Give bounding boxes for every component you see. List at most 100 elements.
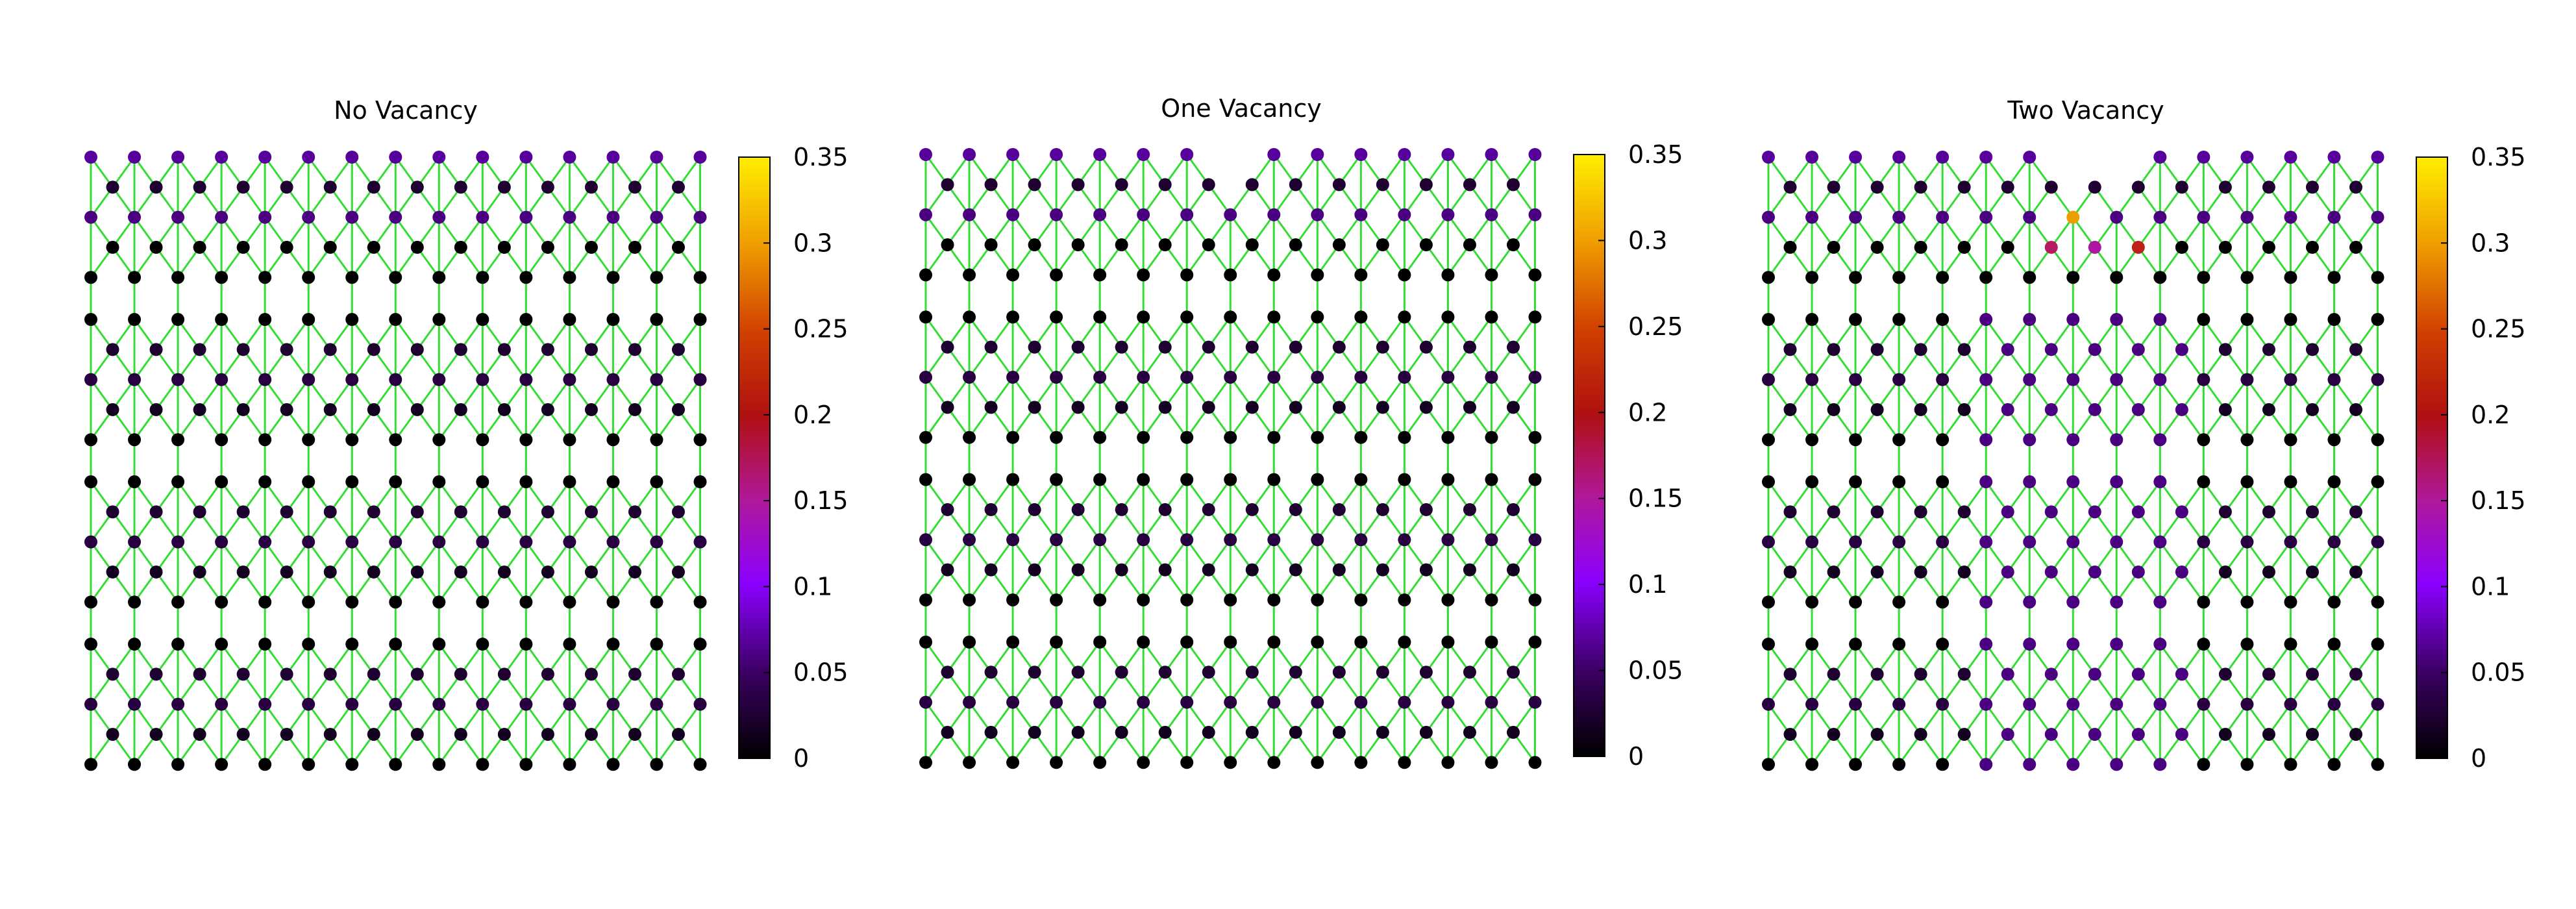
data-point [1332,563,1346,577]
data-point [1979,535,1993,549]
data-point [2066,535,2080,549]
data-point [1441,208,1455,221]
data-point [1419,178,1433,192]
data-point [1463,401,1476,414]
data-point [1006,635,1020,649]
data-point [1441,473,1455,486]
data-point [128,271,142,284]
data-point [2349,403,2362,416]
data-point [1783,505,1797,519]
data-point [389,210,402,224]
data-point [2262,727,2275,741]
data-point [2305,667,2319,681]
data-point [1849,697,1863,711]
data-point [171,758,185,771]
data-point [1398,695,1411,709]
colorbar-tick-label: 0.05 [1628,656,1683,685]
data-point [1914,343,1927,356]
data-point [1849,373,1863,386]
colorbar-tick-label: 0.35 [1628,140,1683,169]
data-point [650,373,663,386]
data-point [149,727,163,741]
data-point [984,178,998,192]
data-point [1224,593,1237,606]
data-point [128,373,142,386]
data-point [2110,313,2124,327]
data-point [1805,151,1819,164]
data-point [2175,240,2188,254]
data-point [1849,151,1863,164]
data-point [1849,535,1863,549]
data-point [106,403,119,416]
data-point [236,667,250,681]
colorbar-tick-label: 0 [1628,742,1644,771]
data-point [236,343,250,356]
data-point [1441,756,1455,769]
data-point [584,727,598,741]
data-point [2262,565,2275,579]
data-point [584,240,598,254]
data-point [236,240,250,254]
data-point [2327,475,2341,489]
data-point [984,238,998,252]
data-point [323,343,337,356]
data-point [1463,340,1476,354]
data-point [1006,268,1020,282]
data-point [1485,430,1498,444]
data-point [323,727,337,741]
data-point [367,727,380,741]
data-point [1289,503,1302,516]
data-point [280,181,293,194]
data-point [1224,473,1237,486]
data-point [2044,240,2058,254]
data-point [410,403,424,416]
data-point [1936,433,1950,447]
data-point [2218,240,2232,254]
data-point [963,370,976,384]
data-point [367,343,380,356]
data-point [1202,178,1215,192]
data-point [519,433,533,447]
data-point [215,151,229,164]
data-point [919,310,932,324]
data-point [171,151,185,164]
data-point [1071,725,1085,739]
colorbar-gradient [738,156,771,759]
data-point [215,475,229,489]
data-point [2284,697,2297,711]
data-point [1311,473,1324,486]
data-point [128,758,142,771]
data-point [2153,535,2167,549]
data-point [345,535,359,549]
data-point [2218,181,2232,194]
data-point [1115,401,1128,414]
data-point [302,758,316,771]
data-point [410,565,424,579]
data-point [215,271,229,284]
data-point [497,343,511,356]
data-point [1849,313,1863,327]
data-point [2371,758,2384,771]
data-point [389,373,402,386]
data-point [280,343,293,356]
data-point [541,667,554,681]
data-point [1006,370,1020,384]
data-point [84,151,97,164]
data-point [2088,565,2101,579]
colorbar-tick-label: 0.3 [793,229,832,257]
data-point [1528,533,1542,547]
data-point [1332,503,1346,516]
data-point [1805,313,1819,327]
data-point [1936,475,1950,489]
data-point [1137,756,1150,769]
data-point [1245,178,1259,192]
data-point [432,151,446,164]
data-point [1158,238,1172,252]
bonds [90,156,701,766]
data-point [1783,667,1797,681]
data-point [236,403,250,416]
colorbar-tick-label: 0.3 [1628,226,1667,255]
data-point [671,565,685,579]
data-point [454,565,467,579]
data-point [2262,505,2275,519]
